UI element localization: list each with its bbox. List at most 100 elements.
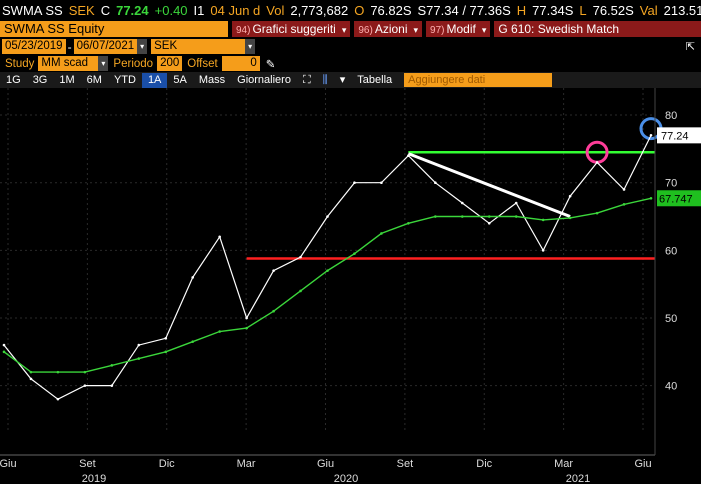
range-1g-button[interactable]: 1G (6, 73, 21, 86)
quote-ticker: SWMA SS (2, 2, 63, 18)
x-month-label: Set (79, 458, 96, 470)
suggested-charts-button[interactable]: 94) Grafici suggeriti ▾ (232, 20, 351, 37)
price-point (191, 276, 195, 279)
ma-point (2, 350, 6, 354)
ma-point (514, 215, 518, 218)
end-date-field[interactable]: 06/07/2021 (73, 39, 138, 54)
security-input[interactable]: SWMA SS Equity (0, 20, 228, 37)
menu-bar: SWMA SS Equity 94) Grafici suggeriti ▾ 96)… (0, 20, 701, 37)
chevron-down-icon: ▾ (481, 24, 487, 35)
price-point (245, 316, 248, 320)
quote-val-label: Val (639, 2, 658, 18)
price-point (56, 397, 60, 401)
bar-chart-icon[interactable]: ⫼ (322, 73, 328, 86)
x-month-label: Dic (476, 458, 492, 470)
chevron-down-icon: ▾ (413, 24, 419, 35)
chart-axes: 40 50 60 70 80 Giu Set Dic Mar Giu Set Dic Mar Giu 201… (0, 88, 701, 484)
ma-point (218, 330, 221, 333)
price-point (595, 161, 599, 164)
ma-point (460, 215, 464, 218)
x-year-label: 2021 (566, 473, 590, 484)
price-point (299, 255, 302, 259)
range-max-button[interactable]: Mass (198, 73, 226, 86)
ma-point (29, 370, 33, 374)
price-point (568, 194, 572, 198)
price-point (110, 384, 114, 387)
price-chart[interactable]: 40 50 60 70 80 Giu Set Dic Mar Giu Set Dic Mar Giu 201… (0, 88, 701, 484)
pin-icon[interactable]: ⇱ (685, 41, 695, 53)
x-month-label: Set (397, 458, 414, 470)
quote-value: 213.518M (663, 2, 701, 18)
edit-button[interactable]: 97) Modif ▾ (426, 20, 491, 37)
ma-point (487, 215, 491, 218)
quote-volume: 2,773,682 (290, 2, 349, 18)
ma-point (164, 350, 168, 354)
chevron-down-icon: ▾ (341, 24, 347, 35)
study-dropdown-icon[interactable]: ▾ (98, 56, 109, 71)
price-point (649, 134, 653, 137)
price-point (326, 215, 329, 218)
ma-point (56, 370, 60, 374)
chart-background (0, 88, 701, 484)
price-point (29, 377, 33, 381)
suggested-charts-label: Grafici suggeriti (252, 21, 336, 36)
chart-title-button[interactable]: G 610: Swedish Match (494, 20, 701, 37)
range-5a-button[interactable]: 5A (173, 73, 187, 86)
chart-title-label: G 610: Swedish Match (498, 21, 620, 36)
calendar-dropdown-icon[interactable]: ▾ (137, 39, 148, 54)
last-price-tag: 77.24 (657, 127, 701, 144)
y-tick-label: 50 (665, 313, 677, 325)
range-ytd-button[interactable]: YTD (113, 73, 136, 86)
frequency-select[interactable]: Giornaliero (237, 73, 291, 86)
study-select[interactable]: MM scad (38, 56, 99, 71)
quote-currency: SEK (68, 2, 95, 18)
ma-point (299, 289, 302, 293)
ma-point (380, 232, 383, 235)
actions-button[interactable]: 96) Azioni ▾ (354, 20, 423, 37)
price-point (460, 201, 464, 205)
ma-value-tag-bg (657, 190, 701, 207)
start-date-field[interactable]: 05/23/2019 (2, 39, 66, 54)
quote-bar: SWMA SS SEK C 77.24 +0.40 I1 04 Jun d Vo… (0, 0, 701, 20)
currency-dropdown-icon[interactable]: ▾ (245, 39, 256, 54)
range-1a-button[interactable]: 1A (141, 72, 168, 88)
table-button[interactable]: Tabella (357, 73, 393, 86)
chart-annotations (246, 117, 663, 260)
price-point (541, 249, 545, 252)
pencil-icon[interactable]: ✎ (265, 58, 276, 71)
ma-point (326, 269, 329, 272)
price-point (407, 154, 410, 157)
ma-point (649, 196, 653, 200)
range-6m-button[interactable]: 6M (86, 73, 102, 86)
period-input[interactable]: 200 (157, 56, 183, 71)
add-data-input[interactable]: Aggiungere dati (404, 73, 553, 87)
currency-field[interactable]: SEK (151, 39, 246, 54)
ma-point (434, 215, 437, 218)
quote-high-label: H (516, 2, 527, 18)
chevron-down-icon[interactable]: ▾ (339, 73, 346, 86)
ma-value-tag-text: 67.747 (659, 193, 693, 205)
quote-open: 76.82S (370, 2, 412, 18)
actions-num: 96) (358, 24, 373, 36)
range-1m-button[interactable]: 1M (59, 73, 75, 86)
trend-line (407, 152, 571, 218)
price-point (137, 343, 141, 347)
study-label: Study (5, 57, 35, 70)
ma-point (272, 309, 275, 313)
chart-type-icon[interactable]: ⛶ (302, 73, 311, 86)
ma-point (353, 252, 356, 256)
offset-input[interactable]: 0 (221, 56, 260, 71)
quote-bidask: S77.34 / 77.36S (417, 2, 511, 18)
x-month-label: Giu (317, 458, 334, 470)
ma-point (110, 364, 114, 367)
quote-i1: I1 (193, 2, 205, 18)
price-point (487, 221, 491, 225)
last-price-tag-text: 77.24 (661, 130, 689, 142)
price-point (353, 181, 356, 185)
y-tick-label: 40 (665, 381, 677, 393)
range-separator: - (67, 39, 72, 54)
quote-low: 76.52S (592, 2, 634, 18)
range-3g-button[interactable]: 3G (32, 73, 48, 86)
study-bar: Study MM scad ▾ Periodo 200 Offset 0 ✎ (0, 55, 701, 72)
ma-point (541, 218, 545, 222)
